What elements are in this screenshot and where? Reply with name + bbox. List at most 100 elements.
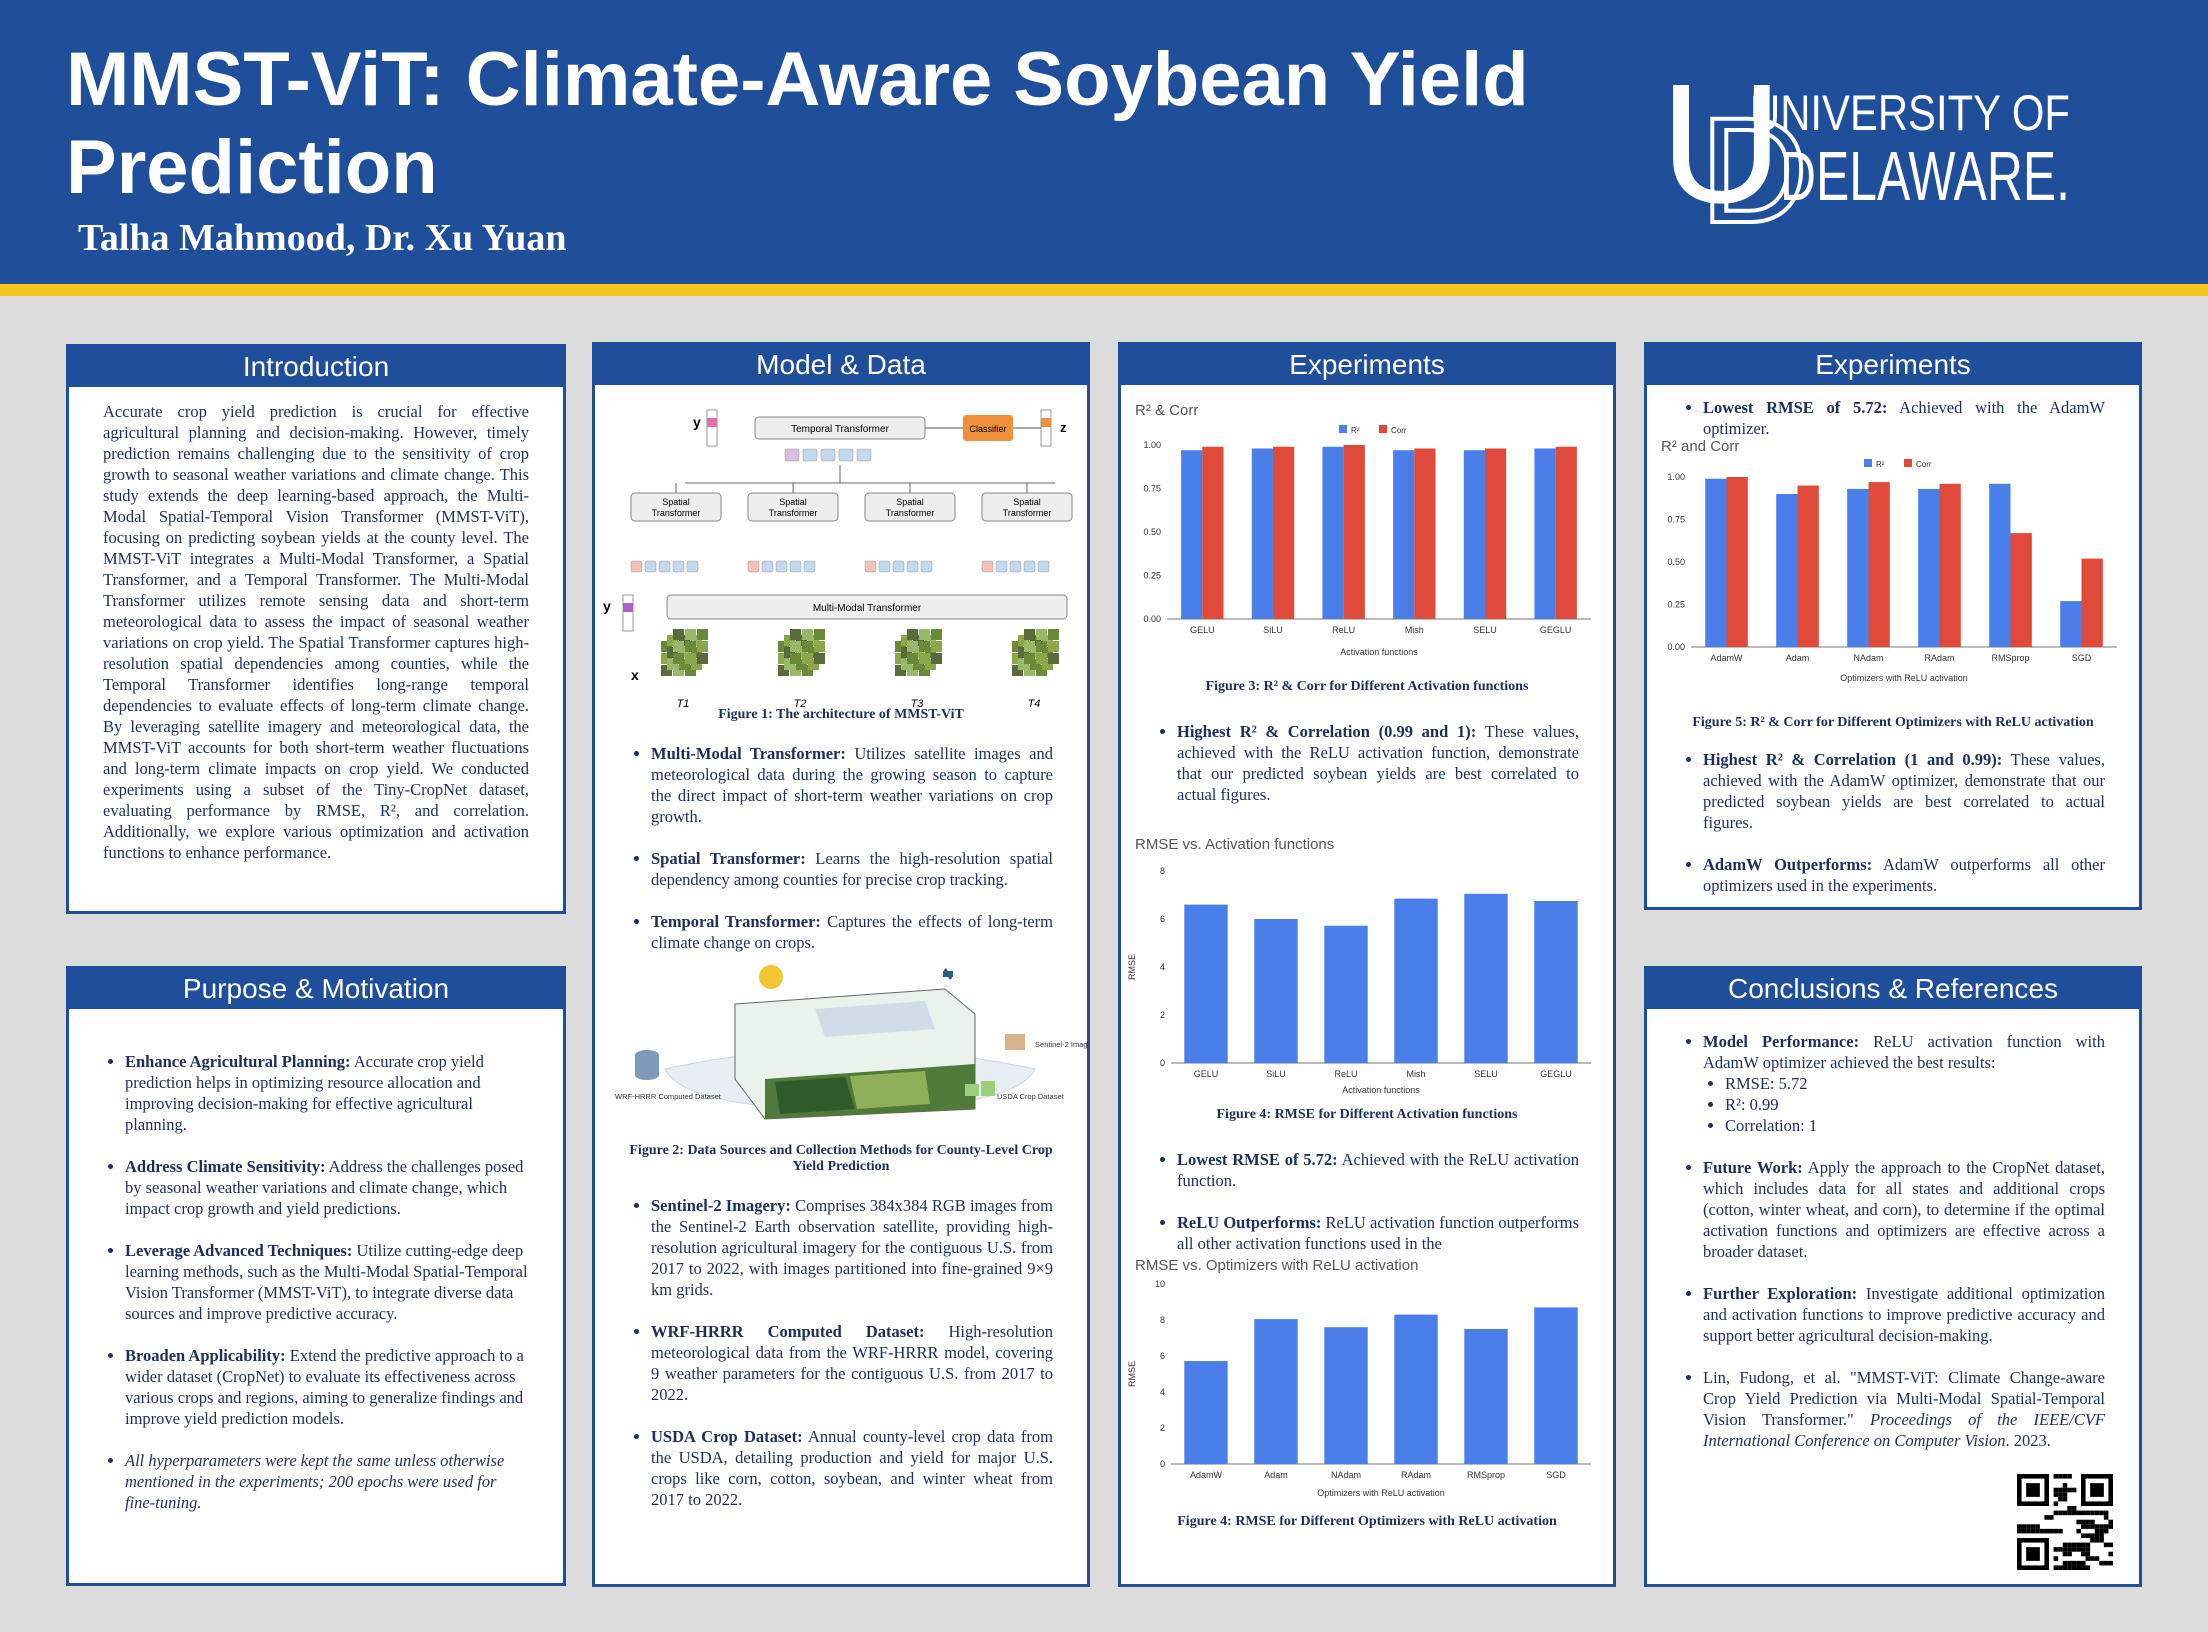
svg-text:Transformer: Transformer (886, 508, 935, 518)
reference-item: Lin, Fudong, et al. "MMST-ViT: Climate C… (1703, 1367, 2105, 1451)
exp1-item: ReLU Outperforms: ReLU activation functi… (1177, 1212, 1579, 1254)
legend-swatch (1339, 425, 1347, 433)
x-axis-label: Optimizers with ReLU activation (1317, 1488, 1445, 1498)
bar (2010, 533, 2032, 647)
bar (1726, 477, 1748, 647)
y-tick-label: 0.00 (1143, 614, 1161, 624)
svg-text:D: D (1700, 86, 1808, 242)
university-logo: U D UNIVERSITY OF DELAWARE. (1660, 72, 2070, 242)
multimodal-transformer-box (666, 594, 1068, 620)
bar (1464, 893, 1508, 1063)
legend-label: Corr (1916, 460, 1932, 469)
sentinel-label: Sentinel-2 Imagery (1035, 1040, 1087, 1049)
introduction-panel: Introduction Accurate crop yield predict… (66, 344, 566, 914)
fig5-caption: Figure 5: R² & Corr for Different Optimi… (1692, 715, 2094, 730)
x-axis-label: Optimizers with ReLU activation (1840, 673, 1968, 683)
y-tick-label: 2 (1160, 1423, 1165, 1433)
token (630, 560, 643, 573)
data-sources-figure: Sentinel-2 Imagery WRF-HRRR Computed Dat… (615, 965, 1087, 1120)
legend-label: R² (1351, 426, 1360, 435)
bar (1414, 448, 1436, 619)
bar (1394, 898, 1438, 1063)
wrf-label: WRF-HRRR Computed Dataset (615, 1092, 722, 1101)
token (775, 560, 788, 573)
bar (1254, 1319, 1298, 1464)
spatial-transformer-box (747, 492, 839, 522)
spatial-transformer-label: Spatial (1013, 497, 1041, 507)
bar (2060, 601, 2082, 647)
bar (1464, 1329, 1508, 1464)
bar (1202, 446, 1224, 619)
y-label-top: y (693, 414, 701, 430)
x-tick-label: GELU (1190, 625, 1215, 635)
x-tick-label: SiLU (1266, 1069, 1286, 1079)
x-tick-label: Adam (1786, 653, 1810, 663)
bar (1705, 478, 1727, 647)
z-label: z (1060, 420, 1067, 435)
y-tick-label: 0.50 (1667, 557, 1685, 567)
experiments-heading-2: Experiments (1647, 345, 2139, 385)
x-tick-label: ReLU (1332, 625, 1355, 635)
x-label: x (631, 667, 639, 683)
token (981, 560, 994, 573)
exp1-item: Highest R² & Correlation (0.99 and 1): T… (1177, 721, 1579, 805)
introduction-text: Accurate crop yield prediction is crucia… (103, 402, 529, 862)
y-tick-label: 6 (1160, 1351, 1165, 1361)
bar (1534, 901, 1578, 1063)
x-tick-label: NAdam (1853, 653, 1883, 663)
bar (1776, 494, 1798, 647)
classifier-box (963, 415, 1013, 441)
y-tick-label: 8 (1160, 1315, 1165, 1325)
y-tick-label: 4 (1160, 962, 1165, 972)
logo-line1: UNIVERSITY OF (1750, 85, 2070, 141)
spatial-transformer-box (981, 492, 1073, 522)
temporal-transformer-label: Temporal Transformer (791, 424, 889, 435)
logo-line2: DELAWARE. (1780, 137, 2070, 215)
purpose-item: Address Climate Sensitivity: Address the… (125, 1156, 529, 1219)
exp2-item: Lowest RMSE of 5.72: Achieved with the A… (1703, 397, 2105, 439)
classifier-label: Classifier (969, 424, 1006, 434)
y-tick-label: 0.75 (1667, 515, 1685, 525)
data-item: Sentinel-2 Imagery: Comprises 384x384 RG… (651, 1195, 1053, 1300)
x-tick-label: SELU (1474, 1069, 1498, 1079)
bar (1868, 482, 1890, 647)
token (1009, 560, 1022, 573)
token (864, 560, 877, 573)
bar (1322, 446, 1344, 619)
box-icon (965, 1081, 995, 1096)
token (1037, 560, 1050, 573)
bar (1463, 450, 1485, 619)
model-panel: Model & Data y Temporal Transformer Clas… (592, 342, 1090, 1587)
y-tick-label: 0 (1160, 1058, 1165, 1068)
poster-header: MMST-ViT: Climate-Aware Soybean Yield Pr… (0, 0, 2208, 284)
spatial-transformer-label: Spatial (896, 497, 924, 507)
header-stripe (0, 284, 2208, 296)
purpose-heading: Purpose & Motivation (69, 969, 563, 1009)
legend-swatch (1904, 459, 1912, 467)
rmse-optimizer-chart: RMSE vs. Optimizers with ReLU activation… (1127, 1257, 1591, 1498)
x-tick-label: RMSprop (1991, 653, 2029, 663)
y-axis-label: RMSE (1127, 954, 1137, 980)
satellite-icon (943, 968, 953, 980)
chart-title: R² and Corr (1661, 439, 1739, 455)
y-tick-label: 2 (1160, 1010, 1165, 1020)
x-tick-label: AdamW (1710, 653, 1743, 663)
fig4b-caption: Figure 4: RMSE for Different Optimizers … (1177, 1514, 1557, 1529)
exp1-item: Lowest RMSE of 5.72: Achieved with the R… (1177, 1149, 1579, 1191)
chart-title: RMSE vs. Optimizers with ReLU activation (1135, 1257, 1418, 1274)
token (747, 560, 760, 573)
spatial-transformer-label: Spatial (662, 497, 690, 507)
model-item: Temporal Transformer: Captures the effec… (651, 911, 1053, 953)
perf-rmse: RMSE: 5.72 (1725, 1073, 2105, 1094)
bar (1939, 483, 1961, 647)
qr-code-icon (2017, 1474, 2113, 1570)
token (658, 560, 671, 573)
model-heading: Model & Data (595, 345, 1087, 385)
database-icon (635, 1050, 659, 1080)
experiments-heading-1: Experiments (1121, 345, 1613, 385)
token (856, 448, 872, 462)
fig4-caption: Figure 4: RMSE for Different Activation … (1216, 1107, 1518, 1122)
y-tick-label: 0 (1160, 1459, 1165, 1469)
x-tick-label: ReLU (1334, 1069, 1357, 1079)
conclusion-item: Future Work: Apply the approach to the C… (1703, 1157, 2105, 1262)
